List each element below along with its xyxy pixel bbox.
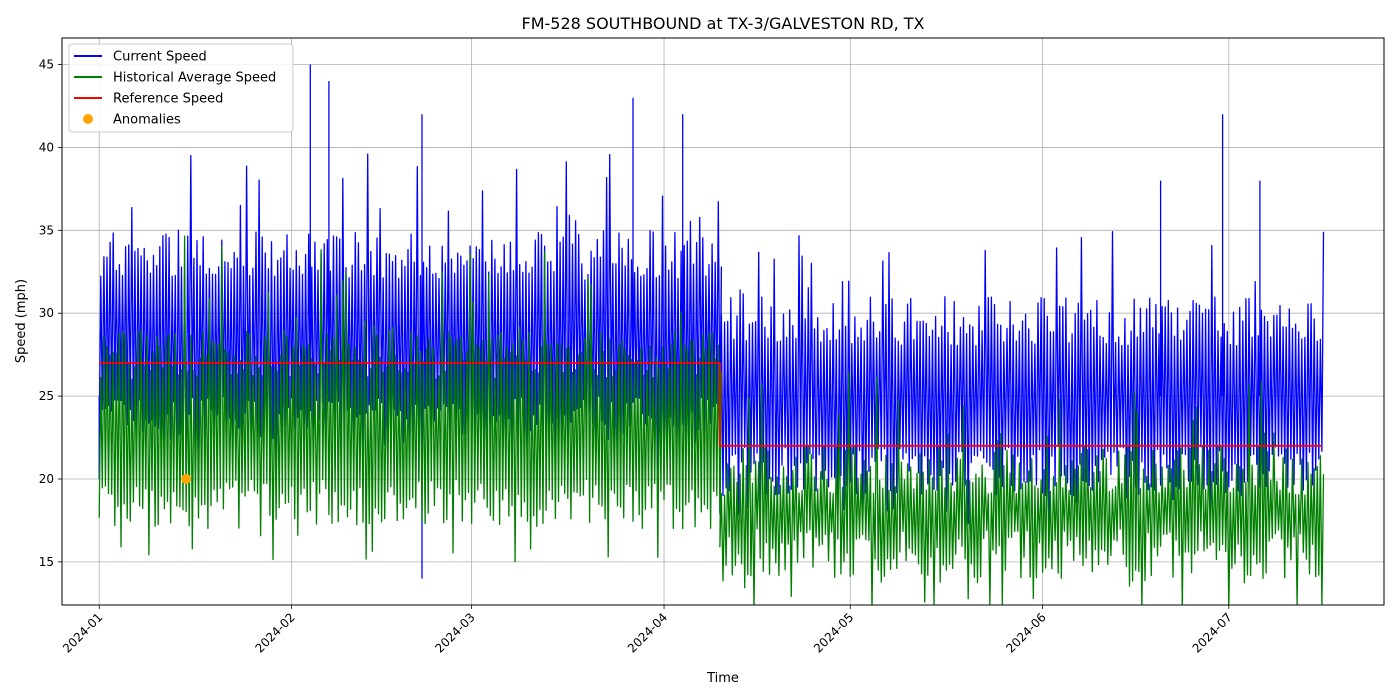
legend-entry: Current Speed <box>113 50 207 65</box>
y-tick-label: 35 <box>39 223 54 237</box>
anomaly-point <box>181 474 192 484</box>
plot-frame <box>61 37 1385 606</box>
y-tick-label: 30 <box>39 306 54 320</box>
y-tick-label: 15 <box>39 555 54 569</box>
legend: Current Speed Historical Average Speed Ref… <box>68 43 294 133</box>
historical-average-speed-line <box>98 235 1325 605</box>
y-tick-label: 20 <box>39 472 54 486</box>
reference-speed-line <box>99 362 1322 447</box>
legend-box <box>68 43 294 133</box>
series-layer <box>98 64 1325 605</box>
x-axis-label: Time <box>706 671 739 686</box>
y-tick-label: 40 <box>39 140 54 154</box>
legend-marker-anomalies <box>83 114 93 124</box>
legend-entry: Reference Speed <box>113 92 223 107</box>
y-tick-label: 45 <box>39 58 54 72</box>
legend-entry: Historical Average Speed <box>113 71 276 86</box>
y-axis-label: Speed (mph) <box>14 279 29 363</box>
chart-title: FM-528 SOUTHBOUND at TX-3/GALVESTON RD, … <box>522 14 925 33</box>
y-tick-label: 25 <box>39 389 54 403</box>
legend-entry: Anomalies <box>113 113 181 128</box>
